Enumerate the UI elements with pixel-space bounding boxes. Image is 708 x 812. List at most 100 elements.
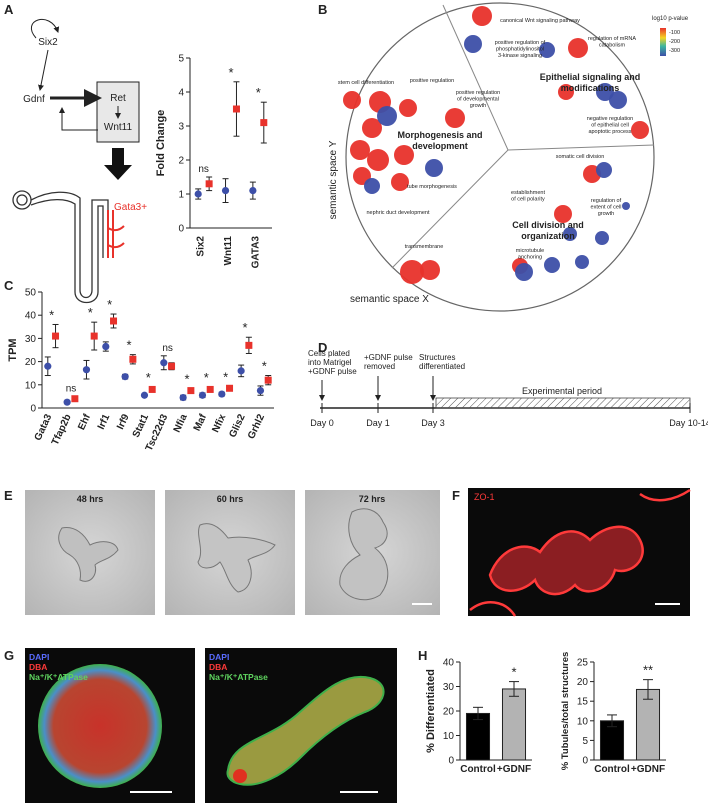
significance-label: * — [49, 307, 54, 322]
marker — [110, 317, 118, 325]
significance-label: * — [126, 338, 131, 353]
term-label: somatic cell division — [556, 154, 605, 160]
y-tick-label: 30 — [443, 682, 455, 693]
x-tick-label: Ehf — [76, 412, 93, 432]
y-axis-label: Fold Change — [155, 110, 167, 177]
significance-label: * — [511, 665, 516, 680]
y-tick-label: 0 — [178, 224, 184, 235]
significance-label: * — [88, 305, 93, 320]
term-label: positive regulation — [456, 90, 500, 96]
day-label: Day 0 — [310, 418, 334, 428]
brightfield-images — [25, 490, 440, 615]
channel-label: Na⁺/K⁺ATPase — [209, 672, 268, 682]
marker — [206, 385, 214, 393]
marker — [168, 362, 176, 370]
legend-tick: -200 — [669, 39, 680, 45]
marker — [63, 398, 71, 406]
term-label: negative regulation — [587, 116, 633, 122]
tubule — [12, 190, 109, 304]
x-tick-label: Control — [460, 764, 496, 775]
marker — [187, 387, 195, 395]
term-label: growth — [470, 103, 487, 109]
term-label: of developmental — [457, 97, 499, 103]
timeline — [319, 376, 691, 413]
marker — [218, 390, 226, 398]
marker — [194, 190, 202, 198]
y-axis-label: % Differentiated — [425, 669, 437, 753]
legend-colorbar — [660, 28, 666, 56]
marker — [82, 366, 91, 374]
term-label: nephric duct development — [367, 210, 430, 216]
term-label: microtubule — [516, 248, 544, 254]
marker — [264, 376, 272, 384]
cluster-label: development — [412, 141, 468, 151]
time-label: 48 hrs — [77, 494, 104, 504]
divider — [442, 4, 509, 151]
y-tick-label: 20 — [577, 677, 589, 688]
arrow — [30, 19, 60, 39]
marker — [249, 187, 257, 195]
channel-label: Na⁺/K⁺ATPase — [29, 672, 88, 682]
event-label: Structures — [419, 353, 455, 362]
term-label: catabolism — [599, 43, 626, 49]
event-label: differentiated — [419, 362, 465, 371]
day-label: Day 10-14 — [669, 418, 708, 428]
x-tick-label: Control — [594, 764, 630, 775]
marker — [52, 332, 60, 340]
y-tick-label: 5 — [178, 54, 184, 65]
arrow — [38, 49, 49, 91]
term-label: regulation of — [591, 198, 622, 204]
bar — [501, 688, 527, 761]
y-tick-label: 3 — [178, 122, 184, 133]
significance-label: * — [204, 370, 209, 385]
significance-label: * — [256, 85, 261, 100]
term-label: extent of cell — [591, 205, 622, 211]
cluster-label: organization — [521, 231, 575, 241]
term-label: positive regulation of — [495, 40, 546, 46]
y-tick-label: 15 — [577, 697, 589, 708]
marker — [205, 180, 213, 188]
significance-label: * — [107, 297, 112, 312]
y-tick-label: 10 — [25, 380, 37, 391]
divider — [391, 149, 509, 269]
y-tick-label: 25 — [577, 658, 589, 669]
x-tick-label: Irf1 — [96, 412, 113, 431]
y-tick-label: 50 — [25, 288, 37, 299]
marker — [237, 367, 245, 375]
period-label: Experimental period — [522, 386, 602, 396]
significance-label: * — [262, 359, 267, 374]
significance-label: ** — [643, 663, 653, 678]
event-label: removed — [364, 362, 395, 371]
fluorescence-images — [25, 648, 397, 803]
significance-label: * — [242, 320, 247, 335]
term-bubbles — [343, 6, 649, 284]
marker — [140, 391, 149, 399]
term-label: apoptotic process — [588, 129, 631, 135]
term-label: of epithelial cell — [591, 123, 629, 129]
significance-label: ns — [66, 383, 77, 394]
gata3-segment — [107, 210, 125, 258]
term-label: 3-kinase signaling — [498, 53, 542, 59]
marker — [260, 119, 268, 127]
significance-label: * — [184, 371, 189, 386]
marker — [148, 385, 156, 393]
event-label: Cells plated — [308, 349, 350, 358]
x-tick-label: Irf9 — [115, 412, 132, 431]
marker — [226, 384, 234, 392]
channel-label: DAPI — [209, 652, 229, 662]
panel-label: A — [4, 2, 14, 17]
day-label: Day 1 — [366, 418, 390, 428]
y-tick-label: 1 — [178, 190, 184, 201]
y-tick-label: 20 — [25, 357, 37, 368]
semantic-map — [343, 2, 666, 312]
term-label: growth — [598, 211, 615, 217]
marker — [232, 105, 240, 113]
marker — [256, 387, 265, 395]
y-tick-label: 40 — [25, 311, 37, 322]
term-label: transmembrane — [405, 244, 444, 250]
panel-label: F — [452, 488, 460, 503]
panel-label: H — [418, 648, 427, 663]
panel-label: G — [4, 648, 14, 663]
term-label: canonical Wnt signaling pathway — [500, 18, 580, 24]
